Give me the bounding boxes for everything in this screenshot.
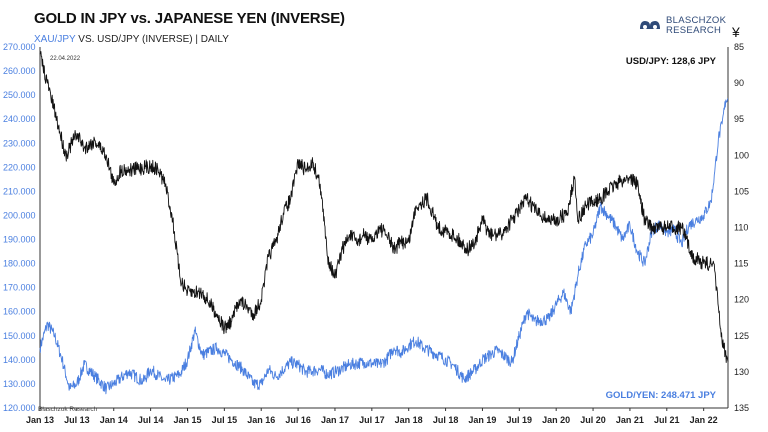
x-tick-label: Jul 18 <box>433 415 459 425</box>
left-axis-ticks: 120.000 130.000 140.000 150.000 160.000 170.0… <box>3 42 36 413</box>
logo-mark-icon <box>636 14 664 36</box>
currency-symbol: ¥ <box>732 24 740 40</box>
left-tick-label: 220.000 <box>3 162 36 172</box>
gold-yen-value-label: GOLD/YEN: 248.471 JPY <box>605 390 716 401</box>
left-tick-label: 150.000 <box>3 331 36 341</box>
x-tick-label: Jan 13 <box>26 415 54 425</box>
x-tick-label: Jan 22 <box>690 415 718 425</box>
right-tick-label: 135 <box>734 403 749 413</box>
right-tick-label: 95 <box>734 114 744 124</box>
chart-subtitle: XAU/JPY VS. USD/JPY (INVERSE) | DAILY <box>34 34 229 45</box>
left-tick-label: 180.000 <box>3 259 36 269</box>
x-axis-ticks: Jan 13 Jul 13 Jan 14 Jul 14 Jan 15 Jul 15 Jan … <box>26 408 718 425</box>
usd-jpy-series-line <box>39 51 729 363</box>
x-tick-label: Jul 19 <box>507 415 533 425</box>
x-tick-label: Jan 15 <box>173 415 201 425</box>
right-tick-label: 110 <box>734 223 748 233</box>
usd-jpy-value-label: USD/JPY: 128,6 JPY <box>625 56 716 67</box>
right-axis-ticks: 85 90 95 100 105 110 115 120 125 130 135 <box>734 42 749 413</box>
subtitle-xau-label: XAU/JPY <box>34 34 76 45</box>
brand-logo: BLASCHZOK RESEARCH <box>636 14 736 44</box>
left-tick-label: 250.000 <box>3 90 36 100</box>
gold-jpy-series-line <box>39 98 729 395</box>
right-tick-label: 100 <box>734 150 749 160</box>
x-tick-label: Jul 17 <box>359 415 385 425</box>
left-tick-label: 190.000 <box>3 235 36 245</box>
right-tick-label: 125 <box>734 331 749 341</box>
x-tick-label: Jul 16 <box>285 415 311 425</box>
x-tick-label: Jan 18 <box>395 415 423 425</box>
right-tick-label: 115 <box>734 259 748 269</box>
x-tick-label: Jan 21 <box>616 415 644 425</box>
x-tick-label: Jul 15 <box>212 415 238 425</box>
subtitle-rest-label: VS. USD/JPY (INVERSE) | DAILY <box>75 34 229 45</box>
left-tick-label: 130.000 <box>3 379 36 389</box>
left-tick-label: 140.000 <box>3 355 36 365</box>
x-tick-label: Jul 14 <box>138 415 164 425</box>
left-tick-label: 210.000 <box>3 186 36 196</box>
right-tick-label: 120 <box>734 295 749 305</box>
chart-title: GOLD IN JPY vs. JAPANESE YEN (INVERSE) <box>34 10 345 27</box>
x-tick-label: Jan 14 <box>100 415 128 425</box>
left-tick-label: 270.000 <box>3 42 36 52</box>
left-tick-label: 240.000 <box>3 114 36 124</box>
logo-text: BLASCHZOK RESEARCH <box>666 15 727 36</box>
x-tick-label: Jan 20 <box>542 415 570 425</box>
right-tick-label: 130 <box>734 367 749 377</box>
x-tick-label: Jan 17 <box>321 415 349 425</box>
right-tick-label: 85 <box>734 42 744 52</box>
x-tick-label: Jan 19 <box>468 415 496 425</box>
x-tick-label: Jan 16 <box>247 415 275 425</box>
left-tick-label: 260.000 <box>3 66 36 76</box>
x-tick-label: Jul 13 <box>64 415 90 425</box>
left-tick-label: 200.000 <box>3 210 36 220</box>
source-credit: Blaschzok Research <box>38 406 98 413</box>
left-tick-label: 160.000 <box>3 307 36 317</box>
x-tick-label: Jul 20 <box>580 415 606 425</box>
series-lines <box>39 51 729 395</box>
x-tick-label: Jul 21 <box>654 415 680 425</box>
annotation-date: 22.04.2022 <box>50 56 81 62</box>
right-tick-label: 90 <box>734 78 744 88</box>
left-tick-label: 230.000 <box>3 138 36 148</box>
right-tick-label: 105 <box>734 186 749 196</box>
left-tick-label: 120.000 <box>3 403 36 413</box>
left-tick-label: 170.000 <box>3 283 36 293</box>
